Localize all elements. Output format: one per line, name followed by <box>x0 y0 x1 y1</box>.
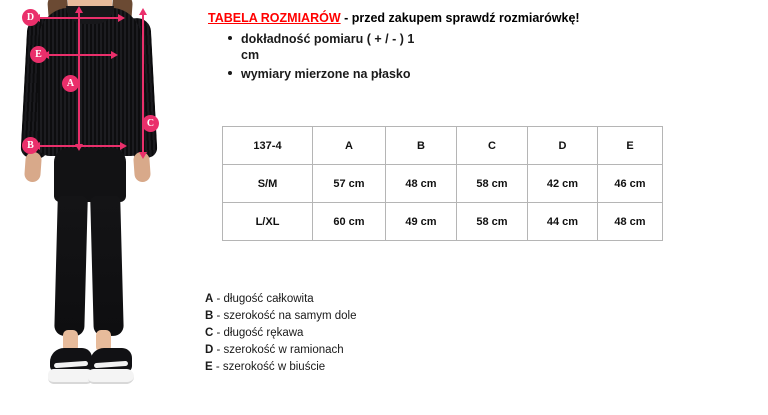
sneaker-upper-right <box>90 348 132 372</box>
legend-text-a: - długość całkowita <box>213 293 314 305</box>
cell-sm-c: 58 cm <box>456 164 528 203</box>
measurement-notes-list: dokładność pomiaru ( + / - ) 1 cm wymiar… <box>223 31 571 85</box>
legend-key-c: C <box>205 327 214 339</box>
black-ribbed-sweater <box>38 8 142 156</box>
table-row-header: 137-4 A B C D E <box>222 126 663 165</box>
size-chart-content: TABELA ROZMIARÓW - przed zakupem sprawdź… <box>205 0 768 415</box>
sneaker-sole-left <box>48 369 94 384</box>
measure-line-d <box>38 17 120 19</box>
sneaker-right <box>88 348 134 384</box>
product-photo: A D E B C <box>0 0 200 415</box>
black-leggings-hips <box>54 148 126 202</box>
measure-arrow-a-top <box>75 6 83 13</box>
model-hand-left <box>23 151 43 183</box>
cell-sm-e: 46 cm <box>597 164 663 203</box>
legend-row-a: A - długość całkowita <box>205 291 356 308</box>
legend-key-e: E <box>205 361 213 373</box>
measure-badge-b: B <box>22 137 39 154</box>
legend-text-d: - szerokość w ramionach <box>213 344 344 356</box>
table-row: S/M 57 cm 48 cm 58 cm 42 cm 46 cm <box>222 164 663 203</box>
table-header-e: E <box>597 126 663 165</box>
bullet-dot-icon <box>228 71 232 75</box>
size-table: 137-4 A B C D E S/M 57 cm 48 cm 58 cm 42… <box>222 126 663 241</box>
legend-row-e: E - szerokość w biuście <box>205 359 356 376</box>
legging-leg-left <box>54 195 88 337</box>
bullet-dot-icon <box>228 36 232 40</box>
cell-lxl-a: 60 cm <box>312 202 386 241</box>
model-ankle-right <box>96 330 111 352</box>
table-header-c: C <box>456 126 528 165</box>
measure-line-a <box>78 12 80 146</box>
measure-badge-a: A <box>62 75 79 92</box>
size-label-sm: S/M <box>222 164 313 203</box>
measure-arrow-c-top <box>139 8 147 15</box>
page-title-highlight: TABELA ROZMIARÓW <box>208 11 341 25</box>
table-header-b: B <box>385 126 457 165</box>
product-code-cell: 137-4 <box>222 126 313 165</box>
legend-row-b: B - szerokość na samym dole <box>205 308 356 325</box>
legend-key-b: B <box>205 310 214 322</box>
cell-lxl-c: 58 cm <box>456 202 528 241</box>
note-text: dokładność pomiaru ( + / - ) 1 <box>241 32 415 46</box>
legend-row-d: D - szerokość w ramionach <box>205 342 356 359</box>
table-header-d: D <box>527 126 598 165</box>
measure-arrow-a-bottom <box>75 144 83 151</box>
cell-sm-d: 42 cm <box>527 164 598 203</box>
legend-key-a: A <box>205 293 214 305</box>
measure-line-c <box>142 14 144 154</box>
cell-lxl-b: 49 cm <box>385 202 457 241</box>
legend-text-c: - długość rękawa <box>213 327 304 339</box>
note-text: wymiary mierzone na płasko <box>241 67 411 81</box>
measure-arrow-c-bottom <box>139 152 147 159</box>
sneaker-left <box>48 348 94 384</box>
legend-key-d: D <box>205 344 214 356</box>
cell-lxl-d: 44 cm <box>527 202 598 241</box>
page-title-rest: - przed zakupem sprawdź rozmiarówkę! <box>340 11 580 25</box>
measure-arrow-e-right <box>111 51 118 59</box>
measure-arrow-b-right <box>120 142 127 150</box>
model-ankle-left <box>63 330 78 352</box>
measure-badge-e: E <box>30 46 47 63</box>
sneaker-sole-right <box>88 369 134 384</box>
measurement-legend: A - długość całkowita B - szerokość na s… <box>205 291 356 376</box>
legend-text-b: - szerokość na samym dole <box>213 310 357 322</box>
measure-line-b <box>38 145 122 147</box>
table-row: L/XL 60 cm 49 cm 58 cm 44 cm 48 cm <box>222 202 663 241</box>
measure-line-e <box>47 54 113 56</box>
measure-badge-d: D <box>22 9 39 26</box>
note-text-wrap: cm <box>241 48 260 62</box>
legend-text-e: - szerokość w biuście <box>212 361 326 373</box>
list-item: dokładność pomiaru ( + / - ) 1 cm <box>228 31 571 63</box>
cell-sm-a: 57 cm <box>312 164 386 203</box>
table-header-a: A <box>312 126 386 165</box>
measure-arrow-d-right <box>118 14 125 22</box>
legging-leg-right <box>90 195 124 337</box>
cell-sm-b: 48 cm <box>385 164 457 203</box>
size-label-lxl: L/XL <box>222 202 313 241</box>
sneaker-upper-left <box>50 348 92 372</box>
measure-badge-c: C <box>142 115 159 132</box>
page-title: TABELA ROZMIARÓW - przed zakupem sprawdź… <box>208 11 580 25</box>
legend-row-c: C - długość rękawa <box>205 325 356 342</box>
list-item: wymiary mierzone na płasko <box>228 66 571 82</box>
cell-lxl-e: 48 cm <box>597 202 663 241</box>
